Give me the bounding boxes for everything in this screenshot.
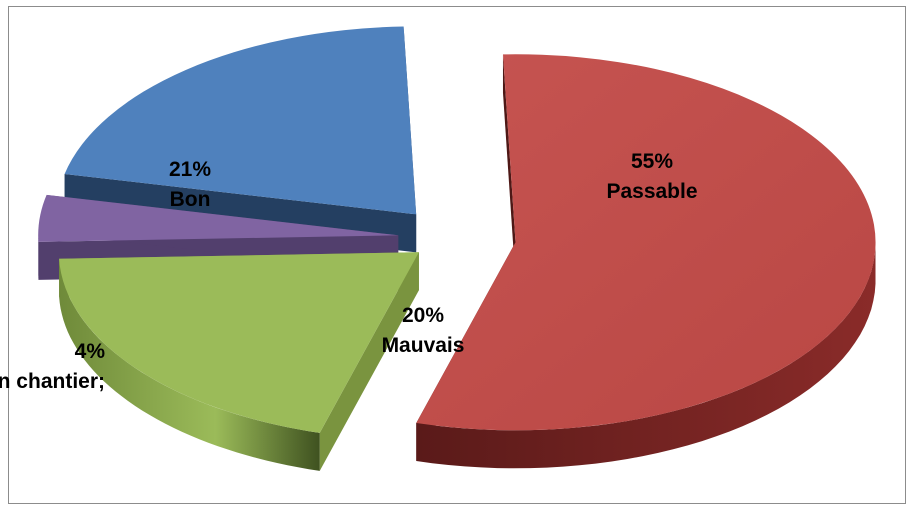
slice-inner-face (502, 54, 516, 281)
pie-slice-mauvais (59, 252, 419, 471)
slice-inner-face (319, 252, 419, 471)
data-label-category: En chantier; (0, 370, 105, 393)
slice-top-face (64, 26, 417, 215)
data-label-category: Mauvais (382, 334, 465, 357)
data-label-percent: 21% (169, 158, 211, 181)
data-label-category: Passable (606, 180, 697, 203)
slice-side-wall (59, 258, 320, 471)
slice-top-face (416, 54, 876, 431)
slice-side-wall (416, 245, 876, 469)
pie-slice-passable (416, 54, 876, 469)
data-label-percent: 55% (631, 150, 673, 173)
data-label-percent: 4% (75, 340, 106, 363)
slice-top-face (38, 194, 399, 242)
data-label-percent: 20% (402, 304, 444, 327)
slice-top-face (59, 252, 419, 433)
data-label-category: Bon (170, 188, 211, 211)
